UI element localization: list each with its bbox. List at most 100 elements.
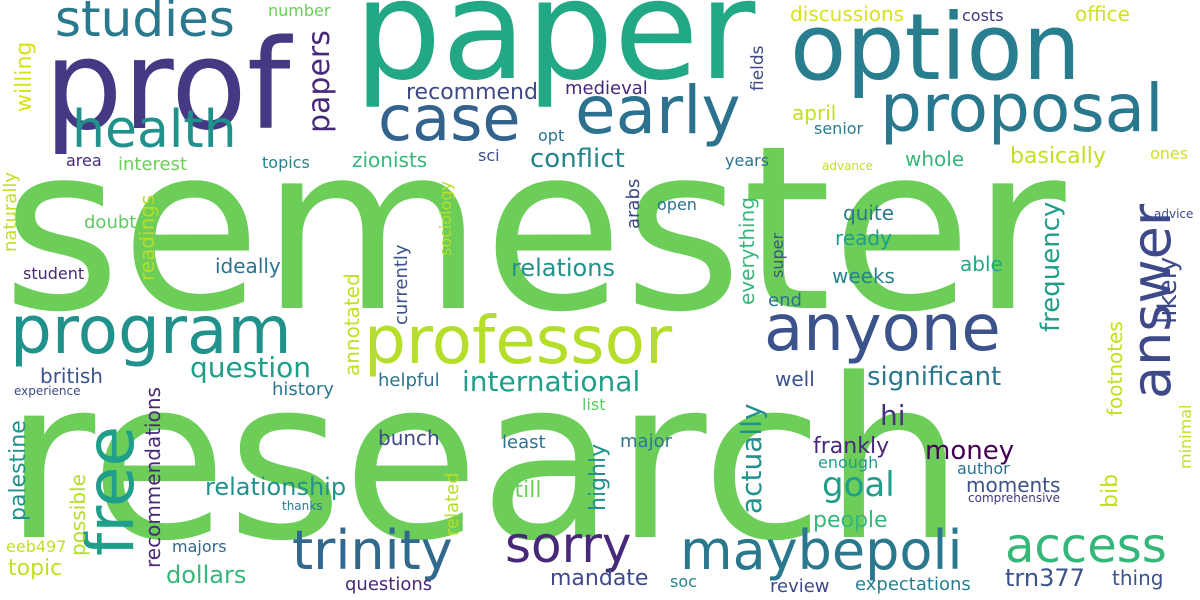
word-significant: significant xyxy=(867,362,1002,392)
word-papers: papers xyxy=(302,30,337,133)
word-maybepoli: maybepoli xyxy=(680,519,963,582)
word-international: international xyxy=(462,365,641,398)
word-office: office xyxy=(1075,2,1130,26)
word-prof: prof xyxy=(44,14,291,158)
word-basically: basically xyxy=(1010,144,1106,169)
word-still: still xyxy=(503,478,542,503)
word-ones: ones xyxy=(1150,144,1189,163)
word-experience: experience xyxy=(14,384,81,398)
word-relations: relations xyxy=(511,254,615,282)
word-palestine: palestine xyxy=(6,420,31,521)
word-student: student xyxy=(23,264,85,283)
word-soc: soc xyxy=(670,572,697,591)
word-hi: hi xyxy=(880,399,906,432)
word-topics: topics xyxy=(262,153,310,172)
word-case: case xyxy=(378,82,521,155)
word-people: people xyxy=(813,508,888,533)
word-likely: likely xyxy=(1153,256,1183,324)
word-ready: ready xyxy=(835,226,892,250)
word-minimal: minimal xyxy=(1176,404,1195,469)
word-thing: thing xyxy=(1112,566,1164,590)
word-bunch: bunch xyxy=(378,426,440,450)
word-readings: readings xyxy=(135,194,159,281)
word-sociology: sociology xyxy=(436,180,455,256)
word-advice: advice xyxy=(1154,207,1194,221)
word-highly: highly xyxy=(586,443,611,511)
word-doubt: doubt xyxy=(84,212,137,233)
word-medieval: medieval xyxy=(565,78,648,99)
word-willing: willing xyxy=(12,41,37,112)
word-years: years xyxy=(725,151,770,170)
word-bib: bib xyxy=(1098,473,1123,508)
word-british: british xyxy=(40,364,103,388)
word-naturally: naturally xyxy=(0,172,21,252)
word-recommendations: recommendations xyxy=(141,387,165,568)
word-review: review xyxy=(770,576,830,597)
word-option: option xyxy=(790,0,1081,101)
word-health: health xyxy=(72,100,237,160)
word-professor: professor xyxy=(364,302,673,379)
word-majors: majors xyxy=(172,537,227,556)
word-author: author xyxy=(957,459,1010,478)
word-helpful: helpful xyxy=(378,370,440,391)
word-whole: whole xyxy=(905,147,965,171)
word-least: least xyxy=(502,432,546,453)
word-opt: opt xyxy=(538,126,565,145)
word-interest: interest xyxy=(118,154,188,175)
word-end: end xyxy=(768,290,802,311)
word-mandate: mandate xyxy=(550,566,649,591)
word-dollars: dollars xyxy=(166,561,247,589)
word-able: able xyxy=(960,252,1003,276)
word-actually: actually xyxy=(735,403,768,514)
word-frequency: frequency xyxy=(1036,201,1066,332)
word-program: program xyxy=(10,292,292,369)
word-eeb497: eeb497 xyxy=(6,537,67,556)
word-number: number xyxy=(268,1,331,20)
word-fields: fields xyxy=(748,45,768,91)
word-questions: questions xyxy=(345,574,433,595)
word-studies: studies xyxy=(55,0,235,48)
word-zionists: zionists xyxy=(352,148,428,172)
word-annotated: annotated xyxy=(340,273,364,376)
word-moments: moments xyxy=(966,473,1061,497)
word-april: april xyxy=(792,101,837,125)
word-advance: advance xyxy=(822,159,874,173)
word-research: research xyxy=(4,332,965,590)
word-frankly: frankly xyxy=(813,434,890,459)
word-area: area xyxy=(66,151,102,170)
word-relationship: relationship xyxy=(205,473,347,501)
word-access: access xyxy=(1005,518,1167,574)
word-costs: costs xyxy=(962,6,1004,25)
word-open: open xyxy=(657,195,697,214)
word-goal: goal xyxy=(822,465,895,505)
word-paper: paper xyxy=(354,0,756,111)
word-discussions: discussions xyxy=(790,2,905,26)
word-enough: enough xyxy=(818,453,879,472)
word-related: related xyxy=(442,472,463,536)
word-proposal: proposal xyxy=(880,70,1164,147)
word-list: list xyxy=(582,395,606,414)
word-topic: topic xyxy=(8,556,63,581)
word-weeks: weeks xyxy=(832,264,895,288)
word-senior: senior xyxy=(814,119,864,138)
word-well: well xyxy=(775,367,815,391)
word-recommend: recommend xyxy=(406,80,538,105)
word-arabs: arabs xyxy=(623,178,644,229)
word-semester: semester xyxy=(2,96,1066,362)
word-early: early xyxy=(575,72,741,149)
word-major: major xyxy=(620,431,672,452)
word-money: money xyxy=(925,436,1015,466)
word-quite: quite xyxy=(843,201,895,225)
word-history: history xyxy=(272,379,334,400)
word-possible: possible xyxy=(66,474,90,556)
word-trinity: trinity xyxy=(292,519,453,582)
word-expectations: expectations xyxy=(855,574,971,595)
word-anyone: anyone xyxy=(764,292,1001,366)
word-super: super xyxy=(768,232,787,278)
word-thanks: thanks xyxy=(282,499,323,513)
word-everything: everything xyxy=(735,197,759,305)
word-ideally: ideally xyxy=(215,254,281,278)
word-trn377: trn377 xyxy=(1005,564,1085,592)
word-question: question xyxy=(190,351,311,384)
